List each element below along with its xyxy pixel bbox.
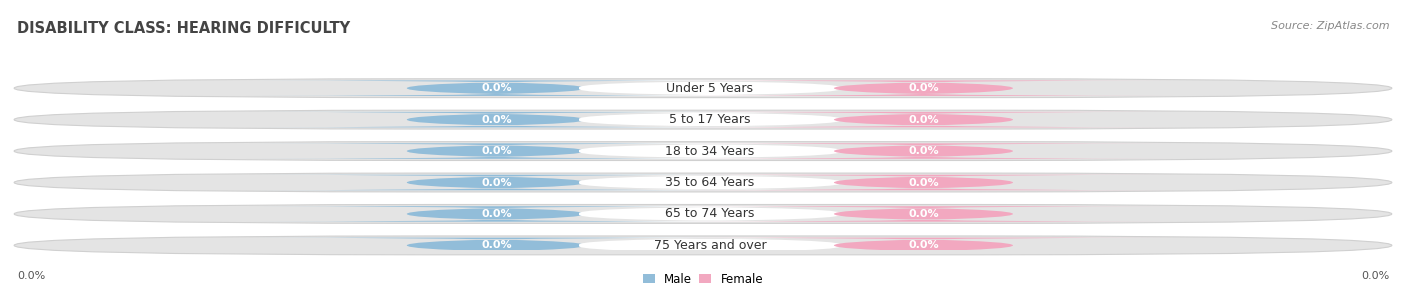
FancyBboxPatch shape [247,175,745,190]
FancyBboxPatch shape [14,142,1392,160]
Text: 0.0%: 0.0% [481,115,512,125]
FancyBboxPatch shape [14,173,1392,192]
FancyBboxPatch shape [536,81,884,96]
FancyBboxPatch shape [247,112,745,127]
Text: 0.0%: 0.0% [908,240,939,250]
FancyBboxPatch shape [536,112,884,127]
Text: 0.0%: 0.0% [908,83,939,93]
Text: 65 to 74 Years: 65 to 74 Years [665,207,755,221]
FancyBboxPatch shape [14,110,1392,129]
FancyBboxPatch shape [536,238,884,253]
Text: Source: ZipAtlas.com: Source: ZipAtlas.com [1271,21,1389,31]
FancyBboxPatch shape [247,238,745,253]
Text: 35 to 64 Years: 35 to 64 Years [665,176,755,189]
FancyBboxPatch shape [673,112,1173,127]
Text: 0.0%: 0.0% [481,83,512,93]
Text: 18 to 34 Years: 18 to 34 Years [665,145,755,158]
Text: 75 Years and over: 75 Years and over [654,239,766,252]
Text: 0.0%: 0.0% [481,146,512,156]
FancyBboxPatch shape [536,175,884,190]
Text: 0.0%: 0.0% [908,209,939,219]
FancyBboxPatch shape [673,143,1173,159]
Text: 0.0%: 0.0% [17,271,45,281]
FancyBboxPatch shape [247,143,745,159]
FancyBboxPatch shape [247,206,745,222]
FancyBboxPatch shape [14,236,1392,255]
FancyBboxPatch shape [673,238,1173,253]
FancyBboxPatch shape [247,81,745,96]
FancyBboxPatch shape [14,205,1392,223]
FancyBboxPatch shape [673,175,1173,190]
Text: Under 5 Years: Under 5 Years [666,82,754,95]
Legend: Male, Female: Male, Female [640,269,766,289]
Text: 0.0%: 0.0% [481,178,512,188]
FancyBboxPatch shape [673,206,1173,222]
FancyBboxPatch shape [673,81,1173,96]
Text: 0.0%: 0.0% [481,209,512,219]
Text: 0.0%: 0.0% [908,146,939,156]
Text: 0.0%: 0.0% [908,178,939,188]
Text: 0.0%: 0.0% [908,115,939,125]
FancyBboxPatch shape [536,206,884,222]
FancyBboxPatch shape [14,79,1392,98]
Text: DISABILITY CLASS: HEARING DIFFICULTY: DISABILITY CLASS: HEARING DIFFICULTY [17,21,350,36]
FancyBboxPatch shape [536,143,884,159]
Text: 0.0%: 0.0% [1361,271,1389,281]
Text: 5 to 17 Years: 5 to 17 Years [669,113,751,126]
Text: 0.0%: 0.0% [481,240,512,250]
